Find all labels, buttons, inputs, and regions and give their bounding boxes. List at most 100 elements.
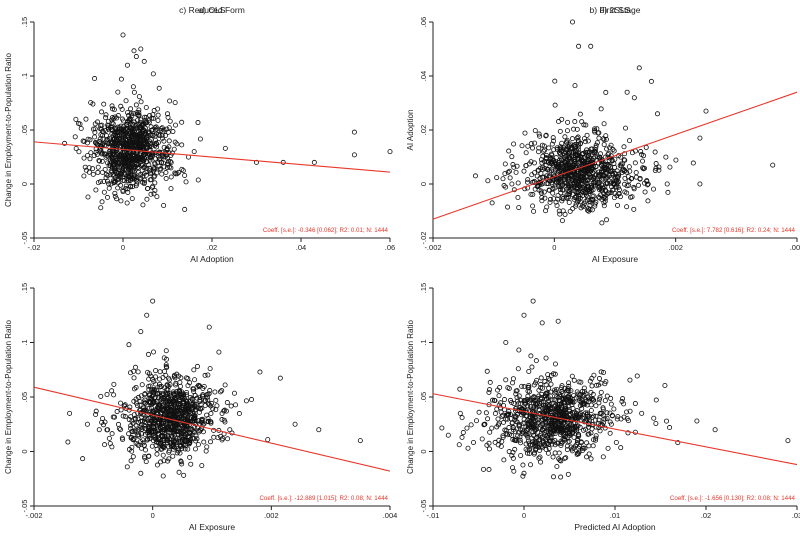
scatter-point: [534, 377, 540, 383]
scatter-point: [558, 184, 564, 190]
scatter-point: [130, 84, 136, 90]
scatter-point: [584, 440, 590, 446]
scatter-point: [177, 399, 183, 405]
scatter-point: [120, 436, 126, 442]
scatter-point: [102, 442, 108, 448]
scatter-point: [597, 410, 603, 416]
scatter-point: [99, 169, 105, 175]
scatter-point: [627, 408, 633, 414]
scatter-point: [619, 399, 625, 405]
scatter-point: [645, 198, 651, 204]
scatter-point: [502, 171, 508, 177]
scatter-point: [596, 135, 602, 141]
scatter-point: [614, 416, 620, 422]
scatter-point: [138, 171, 144, 177]
scatter-point: [620, 396, 626, 402]
scatter-point: [146, 117, 152, 123]
scatter-point: [539, 399, 545, 405]
scatter-point: [505, 412, 511, 418]
scatter-point: [171, 391, 177, 397]
scatter-point: [196, 418, 202, 424]
chart-title: a) OLS: [199, 5, 226, 15]
scatter-point: [612, 175, 618, 181]
scatter-point: [665, 189, 671, 195]
scatter-point: [592, 417, 598, 423]
scatter-point: [564, 128, 570, 134]
scatter-point: [623, 125, 629, 131]
scatter-point: [557, 146, 563, 152]
scatter-point: [175, 448, 181, 454]
scatter-point: [536, 445, 542, 451]
y-tick-label: .05: [20, 392, 29, 402]
scatter-point: [139, 426, 145, 432]
scatter-point: [559, 388, 565, 394]
x-tick-label: .002: [668, 243, 683, 252]
y-tick-label: 0: [20, 449, 29, 453]
scatter-point: [140, 162, 146, 168]
scatter-point: [127, 153, 133, 159]
x-tick-label: -.01: [427, 511, 440, 520]
scatter-point: [563, 455, 569, 461]
scatter-point: [622, 175, 628, 181]
scatter-point: [165, 458, 171, 464]
scatter-point: [576, 152, 582, 158]
scatter-point: [114, 138, 120, 144]
scatter-point: [115, 164, 121, 170]
scatter-point: [603, 89, 609, 95]
scatter-point: [121, 160, 127, 166]
scatter-point: [177, 379, 183, 385]
scatter-point: [131, 368, 137, 374]
scatter-point: [456, 442, 462, 448]
scatter-point: [135, 416, 141, 422]
scatter-point: [173, 404, 179, 410]
scatter-point: [185, 417, 191, 423]
scatter-point: [110, 414, 116, 420]
scatter-point: [136, 94, 142, 100]
scatter-point: [560, 187, 566, 193]
scatter-point: [552, 410, 558, 416]
scatter-point: [149, 429, 155, 435]
scatter-point: [495, 416, 501, 422]
scatter-point: [542, 402, 548, 408]
x-axis-label: Predicted AI Adoption: [574, 522, 656, 532]
scatter-point: [515, 398, 521, 404]
scatter-point: [532, 170, 538, 176]
scatter-point: [540, 402, 546, 408]
scatter-point: [487, 387, 493, 393]
scatter-point: [464, 425, 470, 431]
scatter-point: [640, 158, 646, 164]
scatter-point: [142, 397, 148, 403]
scatter-point: [596, 400, 602, 406]
scatter-point: [99, 199, 105, 205]
scatter-point: [192, 415, 198, 421]
scatter-point: [161, 144, 167, 150]
scatter-point: [137, 144, 143, 150]
scatter-point: [178, 415, 184, 421]
scatter-point: [532, 186, 538, 192]
scatter-point: [602, 198, 608, 204]
scatter-point: [587, 207, 593, 213]
scatter-point: [631, 95, 637, 101]
scatter-point: [568, 444, 574, 450]
scatter-point: [602, 398, 608, 404]
scatter-point: [193, 401, 199, 407]
scatter-point: [608, 395, 614, 401]
scatter-point: [126, 166, 132, 172]
scatter-point: [132, 158, 138, 164]
scatter-point: [574, 186, 580, 192]
scatter-point: [664, 418, 670, 424]
scatter-point: [139, 133, 145, 139]
scatter-point: [596, 376, 602, 382]
scatter-point: [556, 450, 562, 456]
scatter-point: [511, 437, 517, 443]
scatter-point: [569, 373, 575, 379]
scatter-point: [119, 170, 125, 176]
scatter-point: [118, 400, 124, 406]
scatter-point: [615, 202, 621, 208]
scatter-point: [506, 425, 512, 431]
scatter-point: [182, 172, 188, 178]
scatter-point: [599, 187, 605, 193]
scatter-point: [471, 439, 477, 445]
y-tick-label: .05: [419, 392, 428, 402]
scatter-point: [483, 410, 489, 416]
